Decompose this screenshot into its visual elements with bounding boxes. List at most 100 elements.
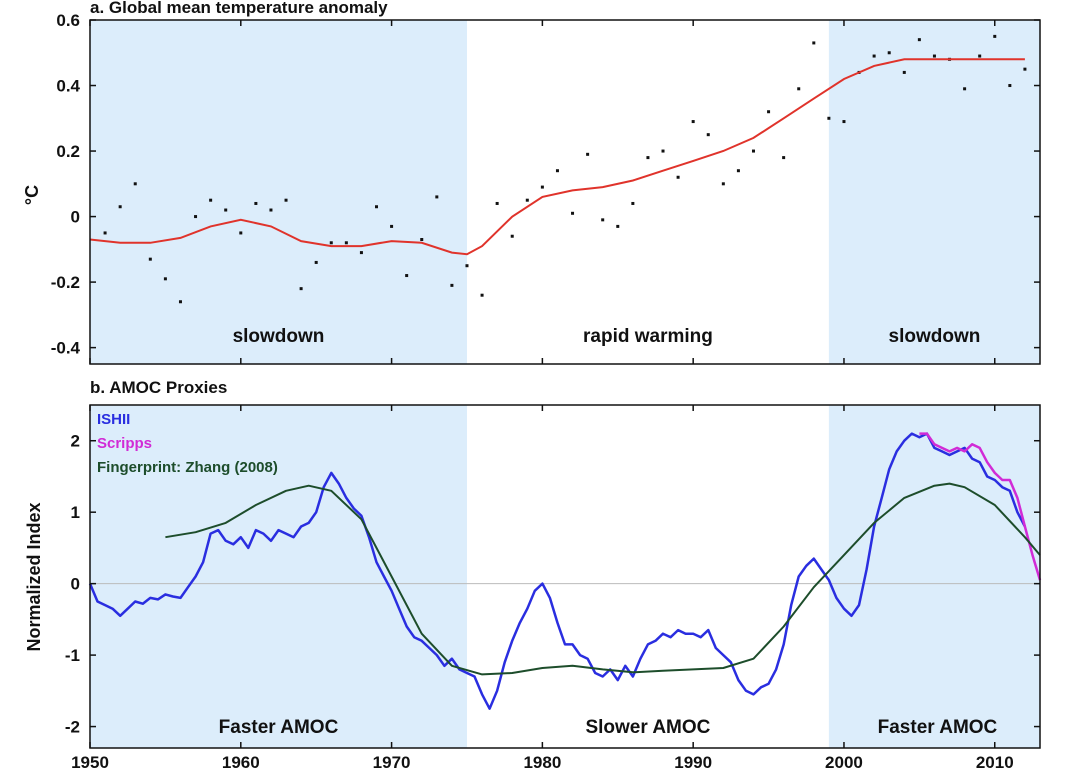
temperature-point: [978, 54, 982, 58]
panel-a-region-label-2: slowdown: [889, 326, 981, 347]
temperature-point: [344, 241, 348, 245]
temperature-point: [842, 120, 846, 124]
temperature-point: [782, 156, 786, 160]
panel-a-shaded-range-0: [90, 20, 467, 364]
panel-b-region-label-1: Slower AMOC: [585, 717, 710, 738]
temperature-point: [646, 156, 650, 160]
temperature-point: [616, 224, 620, 228]
temperature-point: [736, 169, 740, 173]
temperature-point: [963, 87, 967, 91]
temperature-point: [495, 201, 499, 205]
panel-b-ytick-label: -1: [65, 646, 80, 665]
panel-a-ytick-label: 0.2: [56, 142, 80, 161]
panel-a-frame: [89, 19, 1041, 365]
temperature-point: [209, 198, 213, 202]
panel-b-ytick-label: 1: [71, 503, 80, 522]
scripps-series-line: [919, 432, 1042, 581]
panel-b-region-label-0: Faster AMOC: [219, 717, 339, 738]
legend-scripps: Scripps: [97, 435, 152, 452]
temperature-point: [721, 182, 725, 186]
panel-b-xtick-label: 1970: [373, 753, 411, 771]
temperature-point: [993, 34, 997, 38]
temperature-point: [103, 231, 107, 235]
panel-b-xtick-label: 2000: [825, 753, 863, 771]
temperature-point: [902, 70, 906, 74]
temperature-point: [148, 257, 152, 261]
panel-a-region-label-1: rapid warming: [583, 326, 713, 347]
panel-b-xtick-label: 1980: [523, 753, 561, 771]
panel-b-ytick-label: -2: [65, 718, 80, 737]
panel-b-ytick-label: 2: [71, 432, 80, 451]
panel-b-region-label-2: Faster AMOC: [878, 717, 998, 738]
temperature-point: [314, 260, 318, 264]
panel-b-xtick-label: 1990: [674, 753, 712, 771]
temperature-point: [405, 274, 409, 278]
panel-b-frame: [89, 404, 1041, 749]
temperature-point: [178, 300, 182, 304]
temperature-point: [480, 293, 484, 297]
panel-a-shaded-range-1: [828, 20, 1040, 364]
temperature-point: [118, 205, 122, 209]
temperature-point: [631, 201, 635, 205]
temperature-point: [797, 87, 801, 91]
temperature-point: [676, 175, 680, 179]
temperature-point: [375, 205, 379, 209]
temperature-point: [767, 110, 771, 114]
legend-zhang: Fingerprint: Zhang (2008): [97, 459, 278, 476]
temperature-point: [1008, 84, 1012, 88]
panel-b-ytick-label: 0: [71, 575, 80, 594]
temperature-point: [601, 218, 605, 222]
panel-a-ytick-label: -0.4: [51, 339, 81, 358]
temperature-point: [751, 149, 755, 153]
temperature-point: [299, 287, 303, 291]
temperature-point: [329, 241, 333, 245]
temperature-point: [661, 149, 665, 153]
temperature-point: [827, 116, 831, 120]
panel-a-ytick-label: 0.6: [56, 11, 80, 30]
temperature-point: [510, 234, 514, 238]
panel-a-region-label-0: slowdown: [233, 326, 325, 347]
temperature-point: [224, 208, 228, 212]
temperature-point: [932, 54, 936, 58]
panel-b-ylabel: Normalized Index: [24, 502, 44, 651]
temperature-smooth-line: [89, 58, 1025, 256]
temperature-point: [571, 211, 575, 215]
panel-a-ylabel: °C: [22, 185, 42, 205]
panel-b-xtick-label: 2010: [976, 753, 1014, 771]
panel-b-amoc: -2 -1 0 1 2 1950 1960 1970 1980 1990 2000 2010 Fas…: [24, 378, 1042, 771]
panel-a-ytick-label: 0.4: [56, 77, 80, 96]
temperature-point: [586, 152, 590, 156]
temperature-point: [420, 238, 424, 242]
panel-a-ytick-label: -0.2: [51, 273, 80, 292]
temperature-point: [284, 198, 288, 202]
temperature-point: [359, 251, 363, 255]
temperature-point: [872, 54, 876, 58]
temperature-point: [540, 185, 544, 189]
panel-a-title: a. Global mean temperature anomaly: [90, 0, 388, 17]
panel-a-ytick-label: 0: [71, 208, 80, 227]
panel-a-temperature: -0.4 -0.2 0 0.2 0.4 0.6 slowdown rapid warming…: [22, 0, 1041, 365]
temperature-point: [435, 195, 439, 199]
temperature-point: [706, 133, 710, 137]
zhang-fingerprint-line: [165, 482, 1041, 676]
temperature-point: [917, 38, 921, 42]
temperature-point: [812, 41, 816, 45]
panel-b-title: b. AMOC Proxies: [90, 378, 227, 397]
temperature-point: [887, 51, 891, 55]
panel-b-shaded-range-0: [90, 405, 467, 748]
temperature-point: [194, 215, 198, 219]
temperature-point: [691, 120, 695, 124]
temperature-point: [450, 283, 454, 287]
temperature-point: [239, 231, 243, 235]
temperature-point: [1023, 67, 1027, 71]
temperature-point: [133, 182, 137, 186]
panel-b-xtick-label: 1950: [71, 753, 109, 771]
temperature-point: [254, 201, 258, 205]
temperature-point: [465, 264, 469, 268]
panel-b-shaded-range-1: [828, 405, 1040, 748]
temperature-point: [390, 224, 394, 228]
temperature-point: [555, 169, 559, 173]
temperature-point: [163, 277, 167, 281]
ishii-series-line: [88, 432, 1027, 710]
